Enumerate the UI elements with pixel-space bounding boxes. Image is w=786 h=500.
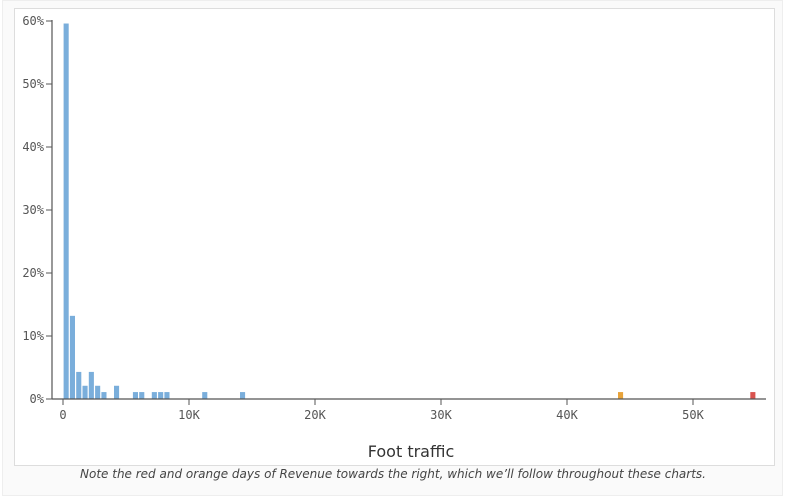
histogram-bar <box>82 385 88 399</box>
x-tick-label: 30K <box>430 408 452 422</box>
x-tick-label: 50K <box>682 408 704 422</box>
histogram-bar <box>63 23 69 400</box>
histogram-bar <box>101 392 107 399</box>
y-tick-label: 30% <box>22 203 44 217</box>
histogram-bar <box>158 392 164 399</box>
y-tick-label: 50% <box>22 77 44 91</box>
y-tick-label: 60% <box>22 14 44 28</box>
axes: 0 10K 20K 30K 40K 50K 0% 10% 20% 30% 40% 50% 60% <box>22 14 766 422</box>
histogram-bar <box>240 392 246 399</box>
histogram-bar <box>132 392 138 399</box>
x-tick-label: 0 <box>59 408 66 422</box>
histogram-bar <box>69 315 75 399</box>
x-tick-label: 20K <box>304 408 326 422</box>
histogram-bar <box>202 392 208 399</box>
histogram-bar <box>95 385 101 399</box>
y-tick-label: 20% <box>22 266 44 280</box>
x-tick-label: 40K <box>556 408 578 422</box>
histogram-bar <box>88 371 94 399</box>
x-tick-label: 10K <box>178 408 200 422</box>
histogram-bar <box>139 392 145 399</box>
histogram-bar <box>76 371 82 399</box>
x-axis-label: Foot traffic <box>368 442 455 461</box>
histogram-bar <box>618 392 624 399</box>
histogram-chart: 0 10K 20K 30K 40K 50K 0% 10% 20% 30% 40% 50% 60% Foo… <box>22 14 766 461</box>
y-tick-label: 40% <box>22 140 44 154</box>
histogram-bar <box>151 392 157 399</box>
histogram-bar <box>164 392 170 399</box>
bars <box>63 23 756 400</box>
y-tick-label: 0% <box>30 392 45 406</box>
chart-frame <box>14 8 775 466</box>
histogram-bar <box>114 385 120 399</box>
y-tick-label: 10% <box>22 329 44 343</box>
histogram-bar <box>750 392 756 399</box>
figure-caption: Note the red and orange days of Revenue … <box>80 467 706 481</box>
